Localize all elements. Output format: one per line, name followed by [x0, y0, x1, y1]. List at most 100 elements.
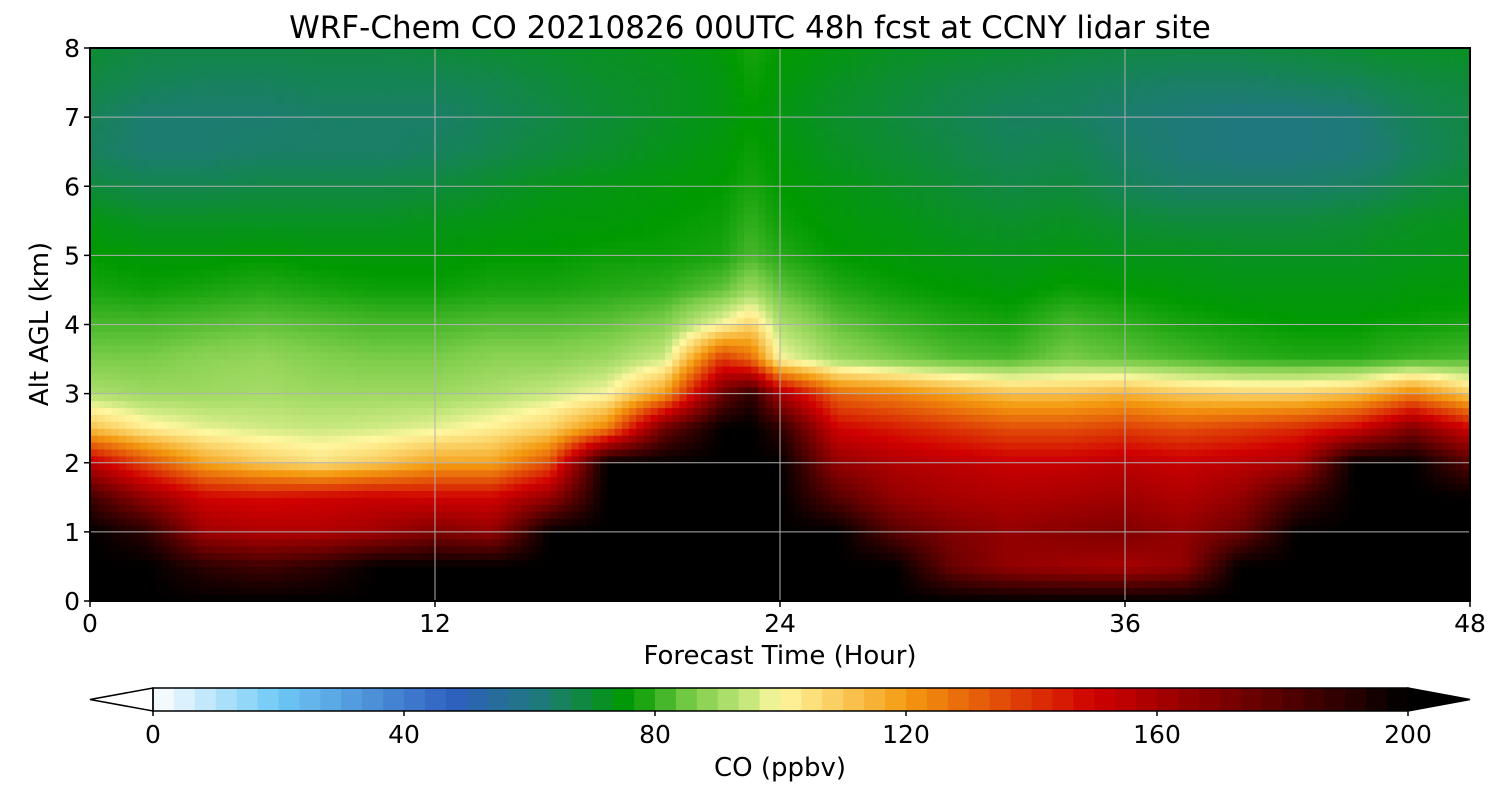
heatmap-cell	[1398, 566, 1406, 574]
heatmap-cell	[1455, 476, 1464, 485]
heatmap-cell	[808, 552, 817, 561]
heatmap-cell	[435, 476, 443, 485]
heatmap-cell	[255, 504, 264, 512]
heatmap-cell	[269, 580, 278, 588]
heatmap-cell	[348, 594, 357, 601]
heatmap-cell	[269, 559, 278, 568]
heatmap-cell	[521, 490, 530, 498]
heatmap-cell	[837, 490, 846, 498]
heatmap-cell	[736, 552, 745, 561]
heatmap-cell	[636, 552, 645, 561]
heatmap-cell	[1434, 448, 1442, 457]
heatmap-cell	[1304, 490, 1313, 498]
heatmap-cell	[1290, 497, 1299, 505]
heatmap-cell	[895, 504, 903, 512]
heatmap-cell	[169, 511, 177, 519]
heatmap-cell	[1441, 594, 1450, 601]
heatmap-cell	[1319, 442, 1327, 450]
heatmap-cell	[1045, 511, 1054, 519]
heatmap-cell	[478, 428, 486, 436]
heatmap-cell	[327, 490, 335, 498]
heatmap-cell	[794, 497, 803, 505]
heatmap-cell	[1146, 442, 1155, 450]
heatmap-cell	[355, 552, 364, 561]
heatmap-cell	[470, 552, 479, 561]
heatmap-cell	[442, 448, 450, 457]
heatmap-cell	[787, 559, 795, 568]
heatmap-cell	[966, 504, 975, 512]
heatmap-cell	[844, 518, 853, 526]
heatmap-cell	[952, 594, 961, 601]
heatmap-cell	[693, 518, 702, 526]
heatmap-cell	[118, 428, 127, 436]
heatmap-cell	[1002, 545, 1011, 554]
heatmap-cell	[1218, 462, 1227, 471]
heatmap-cell	[442, 497, 450, 505]
heatmap-cell	[1211, 524, 1220, 533]
heatmap-cell	[686, 531, 695, 540]
heatmap-cell	[1240, 421, 1248, 429]
heatmap-cell	[1225, 587, 1234, 595]
heatmap-cell	[1232, 483, 1241, 491]
heatmap-cell	[851, 448, 860, 457]
heatmap-cell	[952, 545, 961, 554]
heatmap-cell	[284, 448, 292, 457]
heatmap-cell	[693, 476, 702, 485]
heatmap-cell	[808, 490, 817, 498]
heatmap-cell	[90, 483, 98, 491]
heatmap-cell	[823, 573, 831, 581]
heatmap-cell	[535, 421, 544, 429]
heatmap-cell	[1074, 428, 1083, 436]
heatmap-cell	[966, 483, 975, 491]
heatmap-cell	[765, 497, 774, 505]
heatmap-cell	[1247, 538, 1255, 547]
heatmap-cell	[1067, 552, 1076, 561]
heatmap-cell	[866, 490, 875, 498]
heatmap-cell	[1010, 511, 1018, 519]
heatmap-cell	[815, 518, 824, 526]
heatmap-cell	[1448, 448, 1457, 457]
heatmap-cell	[1434, 497, 1442, 505]
heatmap-cell	[1096, 428, 1105, 436]
heatmap-cell	[1240, 566, 1248, 574]
heatmap-cell	[377, 559, 386, 568]
heatmap-cell	[312, 504, 321, 512]
heatmap-cell	[772, 435, 781, 443]
heatmap-cell	[722, 545, 731, 554]
heatmap-cell	[794, 524, 803, 533]
heatmap-cell	[1232, 462, 1241, 471]
heatmap-cell	[449, 573, 458, 581]
heatmap-cell	[1426, 504, 1435, 512]
heatmap-cell	[470, 497, 479, 505]
heatmap-cell	[1103, 518, 1112, 526]
heatmap-cell	[1441, 587, 1450, 595]
heatmap-cell	[895, 559, 903, 568]
heatmap-cell	[197, 511, 206, 519]
heatmap-cell	[607, 435, 616, 443]
heatmap-cell	[183, 490, 192, 498]
heatmap-cell	[938, 518, 946, 526]
heatmap-cell	[1074, 421, 1083, 429]
heatmap-cell	[1160, 531, 1169, 540]
heatmap-cell	[1419, 448, 1428, 457]
heatmap-cell	[1189, 428, 1198, 436]
heatmap-cell	[981, 538, 990, 547]
heatmap-cell	[1240, 594, 1248, 601]
heatmap-cell	[614, 594, 623, 601]
heatmap-cell	[391, 518, 400, 526]
heatmap-cell	[600, 545, 609, 554]
heatmap-cell	[470, 538, 479, 547]
heatmap-cell	[700, 552, 709, 561]
heatmap-cell	[1089, 545, 1097, 554]
heatmap-cell	[1347, 428, 1356, 436]
heatmap-cell	[665, 462, 673, 471]
heatmap-cell	[564, 504, 573, 512]
heatmap-cell	[1268, 462, 1277, 471]
heatmap-cell	[571, 462, 580, 471]
heatmap-cell	[1204, 435, 1212, 443]
heatmap-cell	[1146, 435, 1155, 443]
heatmap-cell	[1383, 580, 1392, 588]
heatmap-cell	[564, 442, 573, 450]
heatmap-cell	[736, 518, 745, 526]
heatmap-cell	[1045, 545, 1054, 554]
